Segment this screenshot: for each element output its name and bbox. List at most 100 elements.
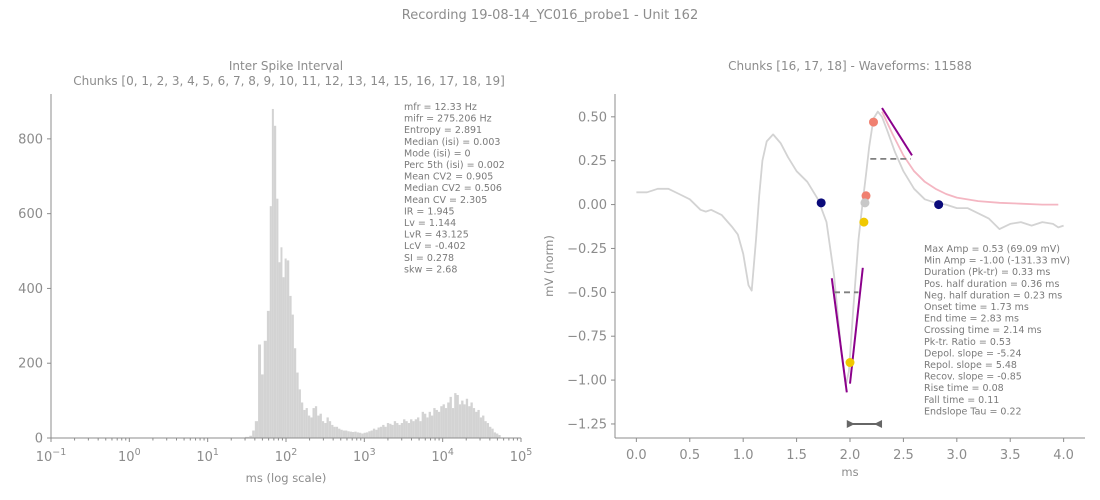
isi-bar xyxy=(370,430,373,438)
waveform-title: Chunks [16, 17, 18] - Waveforms: 11588 xyxy=(728,59,972,73)
isi-bar xyxy=(286,260,290,438)
waveform-stat-line: Pos. half duration = 0.36 ms xyxy=(924,279,1059,290)
isi-bar xyxy=(379,426,383,438)
waveform-stat-line: Recov. slope = -0.85 xyxy=(924,372,1022,383)
isi-stat-line: Mean CV = 2.305 xyxy=(404,195,487,206)
isi-bar xyxy=(298,389,301,438)
isi-bar xyxy=(479,417,483,438)
isi-stat-line: Entropy = 2.891 xyxy=(404,125,482,136)
isi-stat-line: Lv = 1.144 xyxy=(404,218,456,229)
waveform-stat-line: Endslope Tau = 0.22 xyxy=(924,406,1022,417)
isi-bar xyxy=(338,428,341,438)
isi-bar xyxy=(278,262,281,438)
waveform-x-tick-label: 1.0 xyxy=(733,448,754,463)
isi-bar xyxy=(289,295,292,438)
isi-bar xyxy=(324,423,327,438)
isi-bar xyxy=(328,421,332,438)
isi-y-tick-label: 800 xyxy=(18,132,43,147)
isi-bar xyxy=(410,419,413,438)
isi-bar xyxy=(321,421,325,438)
isi-bar xyxy=(489,426,492,438)
isi-bar xyxy=(252,430,255,438)
waveform-y-tick-label: −1.25 xyxy=(567,417,607,432)
isi-bar xyxy=(345,430,348,438)
isi-x-tick-label: 10−1 xyxy=(36,447,67,465)
isi-bar xyxy=(342,430,346,438)
isi-bar xyxy=(354,431,357,438)
waveform-x-tick-label: 4.0 xyxy=(1053,448,1074,463)
waveform-stat-line: Min Amp = -1.00 (-131.33 mV) xyxy=(924,256,1070,267)
isi-bar xyxy=(475,411,478,438)
isi-x-axis-label: ms (log scale) xyxy=(246,471,327,485)
waveform-stat-line: Fall time = 0.11 xyxy=(924,395,999,406)
isi-bar xyxy=(368,431,371,438)
waveform-x-tick-label: 3.5 xyxy=(1000,448,1021,463)
isi-bar xyxy=(245,436,250,438)
isi-bar xyxy=(465,398,469,438)
waveform-y-tick-label: 0.50 xyxy=(578,110,607,125)
isi-stat-line: Perc 5th (isi) = 0.002 xyxy=(404,160,505,171)
waveform-stat-line: Onset time = 1.73 ms xyxy=(924,302,1029,313)
isi-bar xyxy=(403,419,406,438)
isi-stat-line: skw = 2.68 xyxy=(404,264,457,275)
isi-bar xyxy=(273,125,277,439)
isi-bar xyxy=(291,314,294,438)
isi-bar xyxy=(305,408,308,438)
waveform-marker xyxy=(861,191,871,201)
isi-bar xyxy=(340,429,343,438)
waveform-y-tick-label: 0.25 xyxy=(578,154,607,169)
isi-bar xyxy=(300,402,304,438)
isi-stat-line: Mean CV2 = 0.905 xyxy=(404,172,493,183)
waveform-marker xyxy=(860,198,870,208)
isi-stat-line: mfr = 12.33 Hz xyxy=(404,102,477,113)
isi-stat-line: Median (isi) = 0.003 xyxy=(404,137,500,148)
isi-bar xyxy=(470,402,473,438)
isi-bar xyxy=(269,206,272,438)
isi-bar xyxy=(430,415,434,438)
waveform-stat-line: Crossing time = 2.14 ms xyxy=(924,325,1042,336)
isi-bar xyxy=(335,426,339,438)
isi-bar xyxy=(428,411,431,438)
isi-stat-line: mifr = 275.206 Hz xyxy=(404,114,492,125)
isi-bar xyxy=(447,402,450,438)
isi-stat-line: SI = 0.278 xyxy=(404,253,454,264)
slope-line xyxy=(830,278,848,393)
isi-bar xyxy=(391,424,394,438)
isi-bar xyxy=(440,406,443,438)
isi-bar xyxy=(307,415,311,438)
waveform-y-tick-label: −0.50 xyxy=(567,286,607,301)
isi-bar xyxy=(266,310,270,438)
isi-bar xyxy=(258,344,262,438)
isi-bar xyxy=(314,406,318,438)
isi-bar xyxy=(349,431,353,438)
isi-bar xyxy=(356,432,359,438)
isi-bar xyxy=(282,277,285,438)
isi-bar xyxy=(482,415,485,438)
isi-bar xyxy=(454,393,457,438)
waveform-stat-line: Repol. slope = 5.48 xyxy=(924,360,1017,371)
isi-bar xyxy=(405,421,408,438)
isi-x-tick-label: 105 xyxy=(510,447,533,465)
isi-bar xyxy=(407,423,411,438)
isi-bar xyxy=(382,424,385,438)
isi-bar xyxy=(326,417,329,438)
isi-bar xyxy=(486,423,490,438)
isi-x-tick-label: 102 xyxy=(275,447,298,465)
isi-bar xyxy=(263,340,267,438)
isi-bar xyxy=(384,426,387,438)
isi-bar xyxy=(284,258,287,438)
isi-y-tick-label: 200 xyxy=(18,357,43,372)
waveform-stat-line: Depol. slope = -5.24 xyxy=(924,348,1022,359)
isi-stat-line: Median CV2 = 0.506 xyxy=(404,183,502,194)
isi-y-tick-label: 0 xyxy=(35,432,43,447)
isi-x-tick-label: 103 xyxy=(353,447,376,465)
isi-stat-line: Mode (isi) = 0 xyxy=(404,148,471,159)
isi-bar xyxy=(361,433,364,438)
waveform-marker xyxy=(934,200,944,210)
isi-bar xyxy=(398,424,401,438)
waveform-stat-line: Duration (Pk-tr) = 0.33 ms xyxy=(924,267,1050,278)
isi-bar xyxy=(375,429,378,438)
isi-bar xyxy=(358,432,362,438)
figure-title: Recording 19-08-14_YC016_probe1 - Unit 1… xyxy=(401,8,699,23)
isi-bar xyxy=(458,404,462,438)
